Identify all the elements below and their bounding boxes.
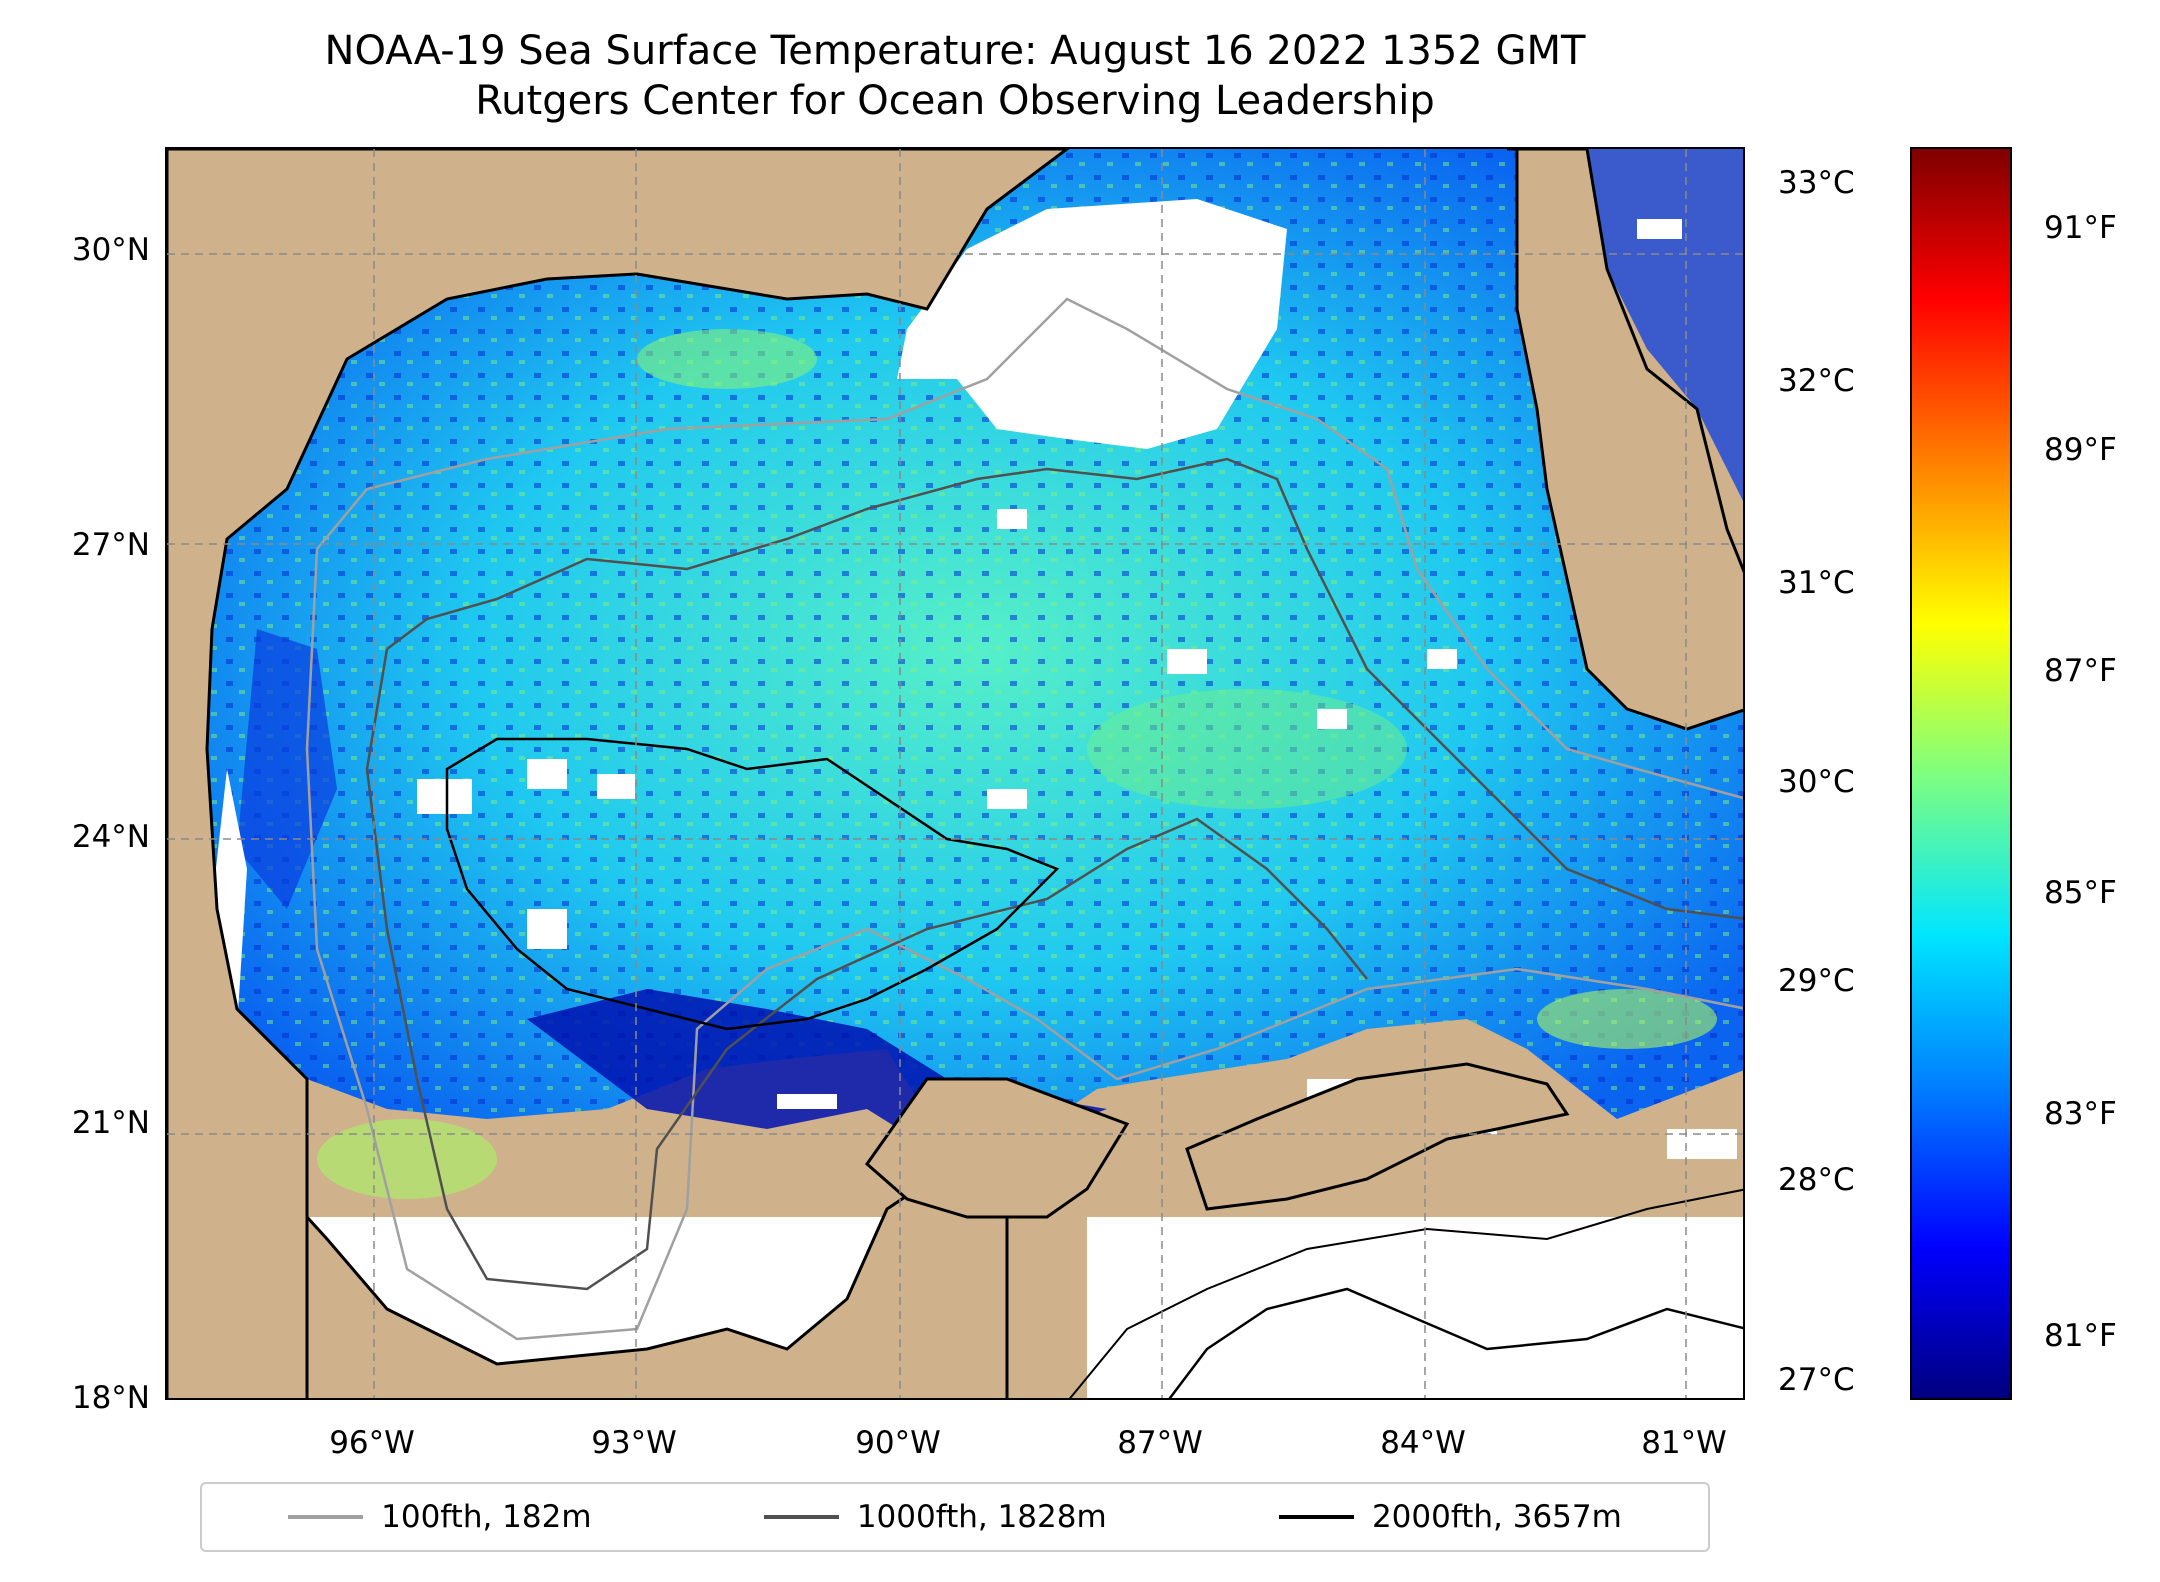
lat-label-30n: 30°N xyxy=(71,232,150,268)
legend-swatch-1000fth xyxy=(763,1515,839,1519)
bathymetry-legend: 100fth, 182m 1000fth, 1828m 2000fth, 365… xyxy=(200,1482,1710,1552)
legend-label-100fth: 100fth, 182m xyxy=(381,1499,592,1535)
map-title: NOAA-19 Sea Surface Temperature: August … xyxy=(165,26,1745,126)
cbar-label-31c: 31°C xyxy=(1778,565,1855,601)
cbar-label-81f: 81°F xyxy=(2044,1318,2117,1354)
lon-label-93w: 93°W xyxy=(591,1425,677,1461)
contour-100fth xyxy=(305,297,1743,1341)
lat-label-24n: 24°N xyxy=(71,819,150,855)
cbar-label-28c: 28°C xyxy=(1778,1162,1855,1198)
map-canvas xyxy=(167,149,1743,1398)
cbar-label-29c: 29°C xyxy=(1778,963,1855,999)
cbar-label-85f: 85°F xyxy=(2044,875,2117,911)
legend-label-2000fth: 2000fth, 3657m xyxy=(1371,1499,1622,1535)
cbar-label-30c: 30°C xyxy=(1778,764,1855,800)
lat-label-27n: 27°N xyxy=(71,527,150,563)
lat-label-21n: 21°N xyxy=(71,1105,150,1141)
cbar-label-27c: 27°C xyxy=(1778,1362,1855,1398)
lon-label-87w: 87°W xyxy=(1117,1425,1203,1461)
legend-swatch-100fth xyxy=(288,1515,364,1519)
lon-label-96w: 96°W xyxy=(329,1425,415,1461)
lat-label-18n: 18°N xyxy=(71,1380,150,1416)
legend-item-100fth: 100fth, 182m xyxy=(288,1499,592,1535)
land xyxy=(167,149,1743,1398)
legend-item-1000fth: 1000fth, 1828m xyxy=(763,1499,1107,1535)
sst-map xyxy=(165,147,1745,1400)
graticule xyxy=(167,149,1743,1398)
cbar-label-32c: 32°C xyxy=(1778,363,1855,399)
cbar-label-83f: 83°F xyxy=(2044,1096,2117,1132)
bathymetry-contours xyxy=(305,297,1743,1398)
contour-2000fth xyxy=(445,737,1743,1398)
title-line-2: Rutgers Center for Ocean Observing Leade… xyxy=(475,78,1435,124)
cbar-label-91f: 91°F xyxy=(2044,210,2117,246)
cbar-label-33c: 33°C xyxy=(1778,165,1855,201)
title-line-1: NOAA-19 Sea Surface Temperature: August … xyxy=(324,28,1586,74)
cbar-label-89f: 89°F xyxy=(2044,432,2117,468)
cbar-label-87f: 87°F xyxy=(2044,653,2117,689)
legend-label-1000fth: 1000fth, 1828m xyxy=(856,1499,1107,1535)
lon-label-84w: 84°W xyxy=(1380,1425,1466,1461)
legend-swatch-2000fth xyxy=(1278,1515,1354,1519)
temperature-colorbar xyxy=(1910,147,2012,1400)
contour-1000fth xyxy=(365,457,1743,1291)
lon-label-90w: 90°W xyxy=(855,1425,941,1461)
lon-label-81w: 81°W xyxy=(1641,1425,1727,1461)
legend-item-2000fth: 2000fth, 3657m xyxy=(1278,1499,1622,1535)
